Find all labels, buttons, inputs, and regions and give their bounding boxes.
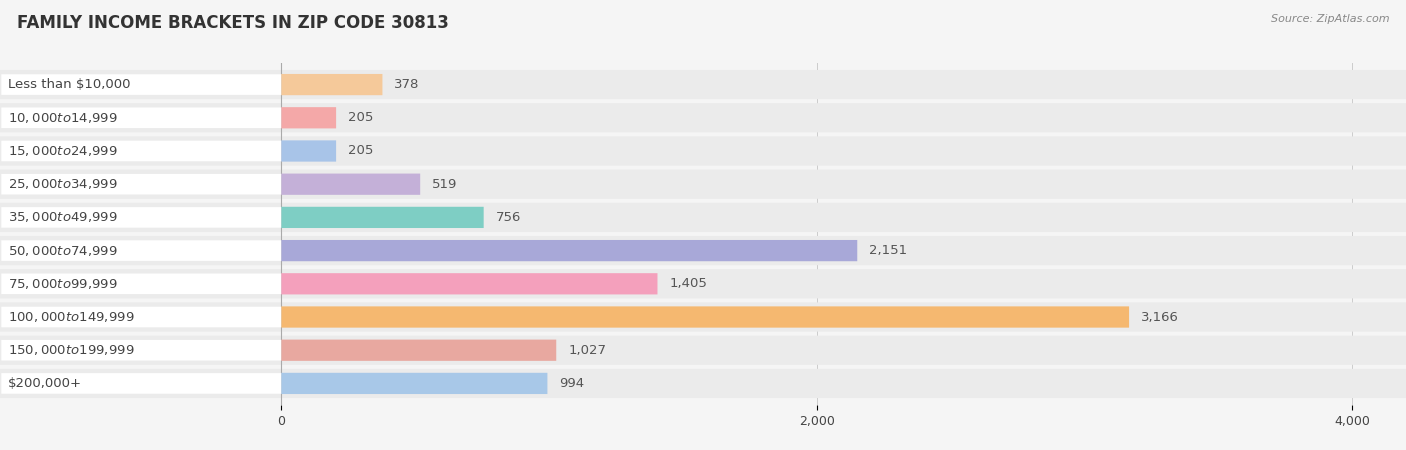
- FancyBboxPatch shape: [1, 74, 281, 95]
- FancyBboxPatch shape: [0, 236, 1406, 265]
- FancyBboxPatch shape: [0, 336, 1406, 365]
- FancyBboxPatch shape: [0, 136, 1406, 166]
- FancyBboxPatch shape: [1, 240, 281, 261]
- Text: 756: 756: [496, 211, 522, 224]
- FancyBboxPatch shape: [0, 203, 1406, 232]
- FancyBboxPatch shape: [281, 207, 484, 228]
- FancyBboxPatch shape: [0, 302, 1406, 332]
- FancyBboxPatch shape: [1, 274, 281, 294]
- Text: Less than $10,000: Less than $10,000: [8, 78, 131, 91]
- Text: 3,166: 3,166: [1142, 310, 1180, 324]
- FancyBboxPatch shape: [1, 307, 281, 327]
- FancyBboxPatch shape: [1, 207, 281, 228]
- Text: 1,405: 1,405: [669, 277, 707, 290]
- FancyBboxPatch shape: [281, 273, 658, 294]
- FancyBboxPatch shape: [281, 306, 1129, 328]
- FancyBboxPatch shape: [281, 340, 557, 361]
- Text: 378: 378: [395, 78, 420, 91]
- FancyBboxPatch shape: [281, 240, 858, 261]
- Text: 994: 994: [560, 377, 585, 390]
- Text: FAMILY INCOME BRACKETS IN ZIP CODE 30813: FAMILY INCOME BRACKETS IN ZIP CODE 30813: [17, 14, 449, 32]
- Text: $10,000 to $14,999: $10,000 to $14,999: [8, 111, 118, 125]
- FancyBboxPatch shape: [281, 140, 336, 162]
- Text: Source: ZipAtlas.com: Source: ZipAtlas.com: [1271, 14, 1389, 23]
- Text: $75,000 to $99,999: $75,000 to $99,999: [8, 277, 118, 291]
- FancyBboxPatch shape: [281, 174, 420, 195]
- FancyBboxPatch shape: [0, 269, 1406, 298]
- Text: $25,000 to $34,999: $25,000 to $34,999: [8, 177, 118, 191]
- FancyBboxPatch shape: [281, 373, 547, 394]
- Text: 519: 519: [432, 178, 457, 191]
- FancyBboxPatch shape: [1, 174, 281, 194]
- Text: $50,000 to $74,999: $50,000 to $74,999: [8, 243, 118, 257]
- Text: 205: 205: [349, 144, 374, 158]
- FancyBboxPatch shape: [0, 70, 1406, 99]
- Text: $200,000+: $200,000+: [8, 377, 82, 390]
- FancyBboxPatch shape: [0, 103, 1406, 132]
- Text: $35,000 to $49,999: $35,000 to $49,999: [8, 211, 118, 225]
- FancyBboxPatch shape: [0, 369, 1406, 398]
- FancyBboxPatch shape: [281, 74, 382, 95]
- Text: $100,000 to $149,999: $100,000 to $149,999: [8, 310, 135, 324]
- Text: $15,000 to $24,999: $15,000 to $24,999: [8, 144, 118, 158]
- Text: 205: 205: [349, 111, 374, 124]
- FancyBboxPatch shape: [1, 340, 281, 360]
- FancyBboxPatch shape: [1, 108, 281, 128]
- Text: $150,000 to $199,999: $150,000 to $199,999: [8, 343, 135, 357]
- Text: 1,027: 1,027: [568, 344, 606, 357]
- FancyBboxPatch shape: [281, 107, 336, 128]
- Text: 2,151: 2,151: [869, 244, 907, 257]
- FancyBboxPatch shape: [1, 141, 281, 161]
- FancyBboxPatch shape: [0, 170, 1406, 199]
- FancyBboxPatch shape: [1, 373, 281, 394]
